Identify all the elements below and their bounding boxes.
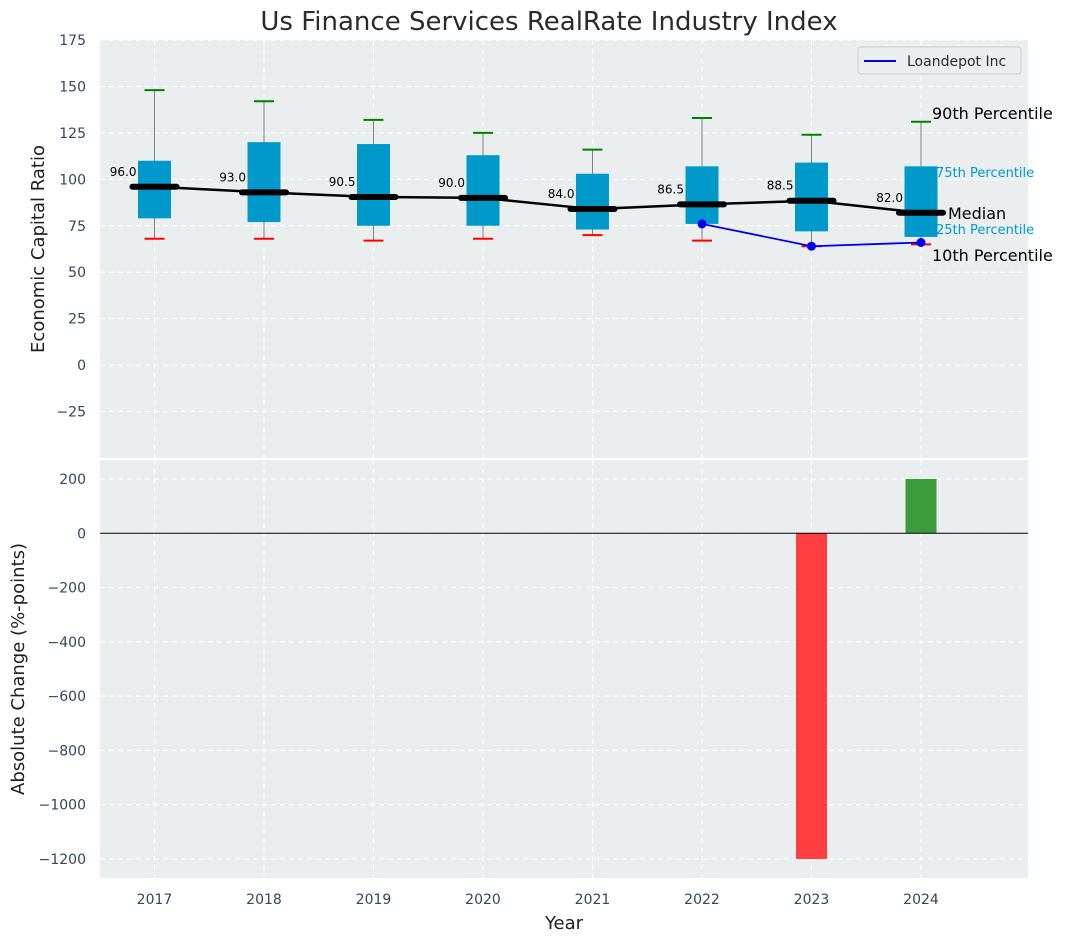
x-tick-label: 2018 [246, 892, 282, 908]
top-y-tick-label: 50 [68, 265, 86, 281]
bottom-y-tick-label: −1000 [39, 798, 86, 814]
median-value-label: 90.0 [438, 176, 465, 190]
bar-series [796, 479, 937, 859]
median-value-label: 88.5 [767, 179, 794, 193]
median-value-label: 96.0 [110, 165, 137, 179]
x-tick-label: 2017 [137, 892, 173, 908]
top-y-tick-label: 75 [68, 219, 86, 235]
iqr-box [466, 155, 500, 226]
company-point [916, 237, 926, 247]
top-grid [100, 39, 1028, 458]
iqr-box [357, 144, 390, 226]
median-value-label: 90.5 [329, 175, 356, 189]
median-value-label: 84.0 [548, 187, 575, 201]
top-y-axis-title: Economic Capital Ratio [28, 145, 49, 353]
annotation-median: Median [948, 204, 1006, 223]
median-value-label: 82.0 [876, 191, 903, 205]
chart-title: Us Finance Services RealRate Industry In… [260, 7, 837, 37]
bottom-y-tick-label: 200 [59, 472, 86, 488]
top-plot-background [100, 40, 1028, 458]
bottom-grid [100, 460, 1028, 878]
top-panel: −25 0 25 50 75 100 125 150 175 96.0 93.0 90.5 90.0 8… [28, 33, 1053, 458]
bottom-y-tick-label: −600 [48, 689, 86, 705]
change-bar [905, 479, 937, 534]
x-ticks: 2017 2018 2019 2020 2021 2022 2023 2024 [137, 892, 939, 908]
bottom-y-tick-label: −800 [48, 743, 86, 759]
company-series [697, 219, 926, 251]
iqr-box [904, 166, 938, 237]
iqr-box [795, 162, 828, 232]
annotation-p10: 10th Percentile [932, 246, 1053, 265]
legend-label: Loandepot Inc [907, 54, 1006, 70]
top-y-tick-label: 175 [59, 33, 86, 49]
top-y-tick-label: −25 [56, 405, 86, 421]
change-bar [796, 533, 827, 859]
top-y-tick-label: 125 [59, 126, 86, 142]
median-value-label: 93.0 [219, 170, 246, 184]
top-y-ticks: −25 0 25 50 75 100 125 150 175 [56, 33, 86, 421]
bottom-y-ticks: −1200 −1000 −800 −600 −400 −200 0 200 [39, 472, 86, 868]
iqr-box [576, 173, 609, 230]
bottom-y-tick-label: −1200 [39, 852, 86, 868]
legend-box [857, 46, 1022, 75]
percentile-annotations: 90th Percentile 75th Percentile Median 2… [932, 104, 1053, 265]
x-tick-label: 2022 [684, 892, 720, 908]
x-tick-label: 2024 [903, 892, 939, 908]
median-line-group: 96.0 93.0 90.5 90.0 84.0 86.5 88.5 82.0 [110, 165, 946, 216]
iqr-box [685, 166, 719, 224]
top-y-tick-label: 0 [77, 358, 86, 374]
bottom-y-tick-label: −200 [48, 581, 86, 597]
bottom-y-tick-label: −400 [48, 635, 86, 651]
annotation-p90: 90th Percentile [932, 104, 1053, 123]
top-y-tick-label: 150 [59, 79, 86, 95]
annotation-p75: 75th Percentile [936, 166, 1034, 181]
bottom-y-tick-label: 0 [77, 526, 86, 542]
median-value-label: 86.5 [657, 182, 684, 196]
bottom-y-axis-title: Absolute Change (%-points) [8, 543, 29, 795]
x-tick-label: 2023 [794, 892, 830, 908]
legend: Loandepot Inc [857, 46, 1022, 75]
x-tick-label: 2021 [575, 892, 611, 908]
x-axis-title: Year [544, 913, 584, 934]
x-tick-label: 2020 [465, 892, 501, 908]
company-point [807, 241, 816, 251]
bottom-plot-background [100, 460, 1028, 878]
iqr-box [247, 142, 281, 223]
annotation-p25: 25th Percentile [936, 223, 1034, 238]
x-tick-label: 2019 [356, 892, 392, 908]
top-y-tick-label: 25 [68, 312, 86, 328]
company-point [697, 219, 707, 229]
top-y-tick-label: 100 [59, 172, 86, 188]
